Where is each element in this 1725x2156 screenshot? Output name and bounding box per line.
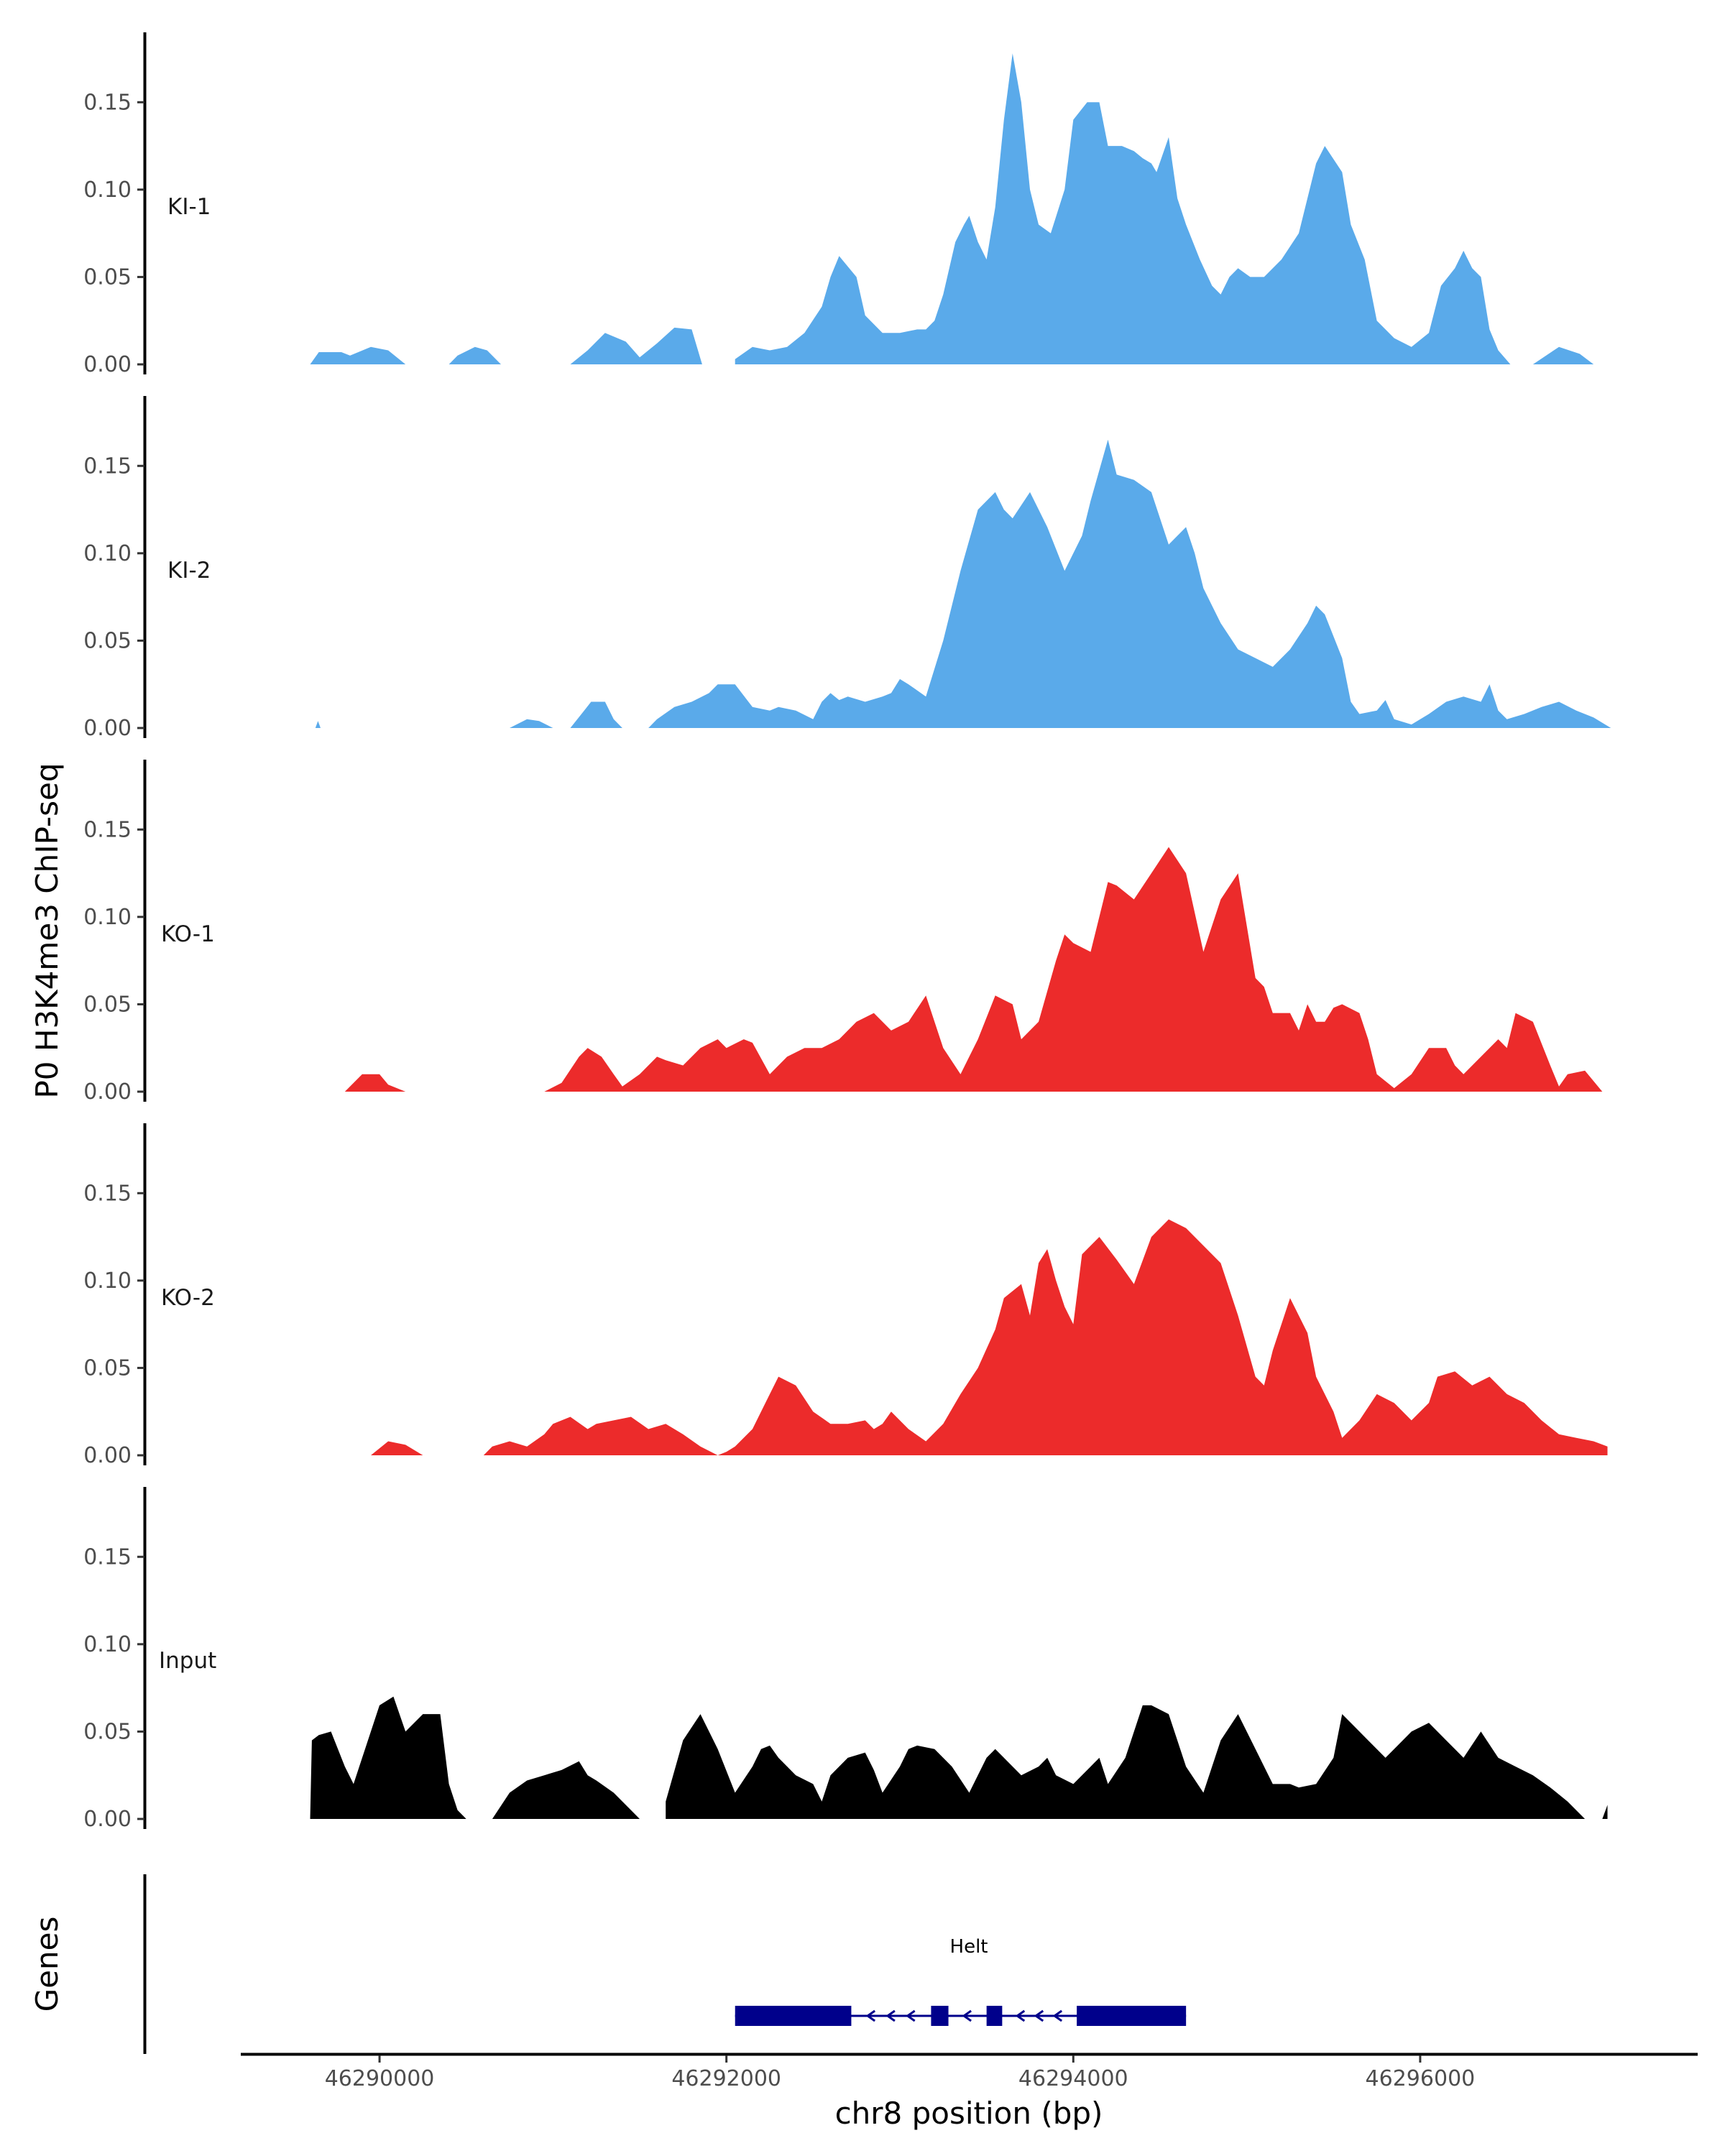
y-tick-label: 0.05 bbox=[83, 628, 132, 653]
coverage-area-ki-1 bbox=[448, 346, 501, 364]
coverage-area-input bbox=[310, 1696, 466, 1819]
gene-model bbox=[735, 2006, 1187, 2026]
coverage-area-ki-1 bbox=[310, 346, 406, 364]
coverage-area-ki-2 bbox=[510, 719, 553, 728]
coverage-area-input bbox=[492, 1761, 640, 1819]
track-panel-ko1: KO-1 0.00 0.05 0.10 0.15 bbox=[83, 760, 1603, 1105]
coverage-area-input bbox=[1602, 1805, 1608, 1819]
x-tick-label: 46290000 bbox=[325, 2066, 435, 2091]
coverage-area-ki-1 bbox=[570, 327, 702, 364]
y-tick-label: 0.00 bbox=[83, 1079, 132, 1105]
x-tick-label: 46296000 bbox=[1366, 2066, 1476, 2091]
y-tick-label: 0.15 bbox=[83, 90, 132, 115]
gene-exon bbox=[1077, 2006, 1187, 2026]
strand-arrow bbox=[865, 2009, 876, 2022]
track-label-ki1: KI-1 bbox=[167, 194, 211, 220]
x-axis: 46290000 46292000 46294000 46296000 bbox=[241, 2053, 1698, 2091]
gene-exon bbox=[986, 2006, 1003, 2026]
y-tick-label: 0.10 bbox=[83, 178, 132, 203]
y-tick-label: 0.05 bbox=[83, 1355, 132, 1381]
y-tick-label: 0.10 bbox=[83, 1268, 132, 1294]
y-tick-label: 0.05 bbox=[83, 264, 132, 290]
track-panel-ko2: KO-2 0.00 0.05 0.10 0.15 bbox=[83, 1123, 1608, 1468]
gene-exon bbox=[735, 2006, 852, 2026]
gene-label-helt: Helt bbox=[950, 1936, 988, 1958]
y-tick-label: 0.00 bbox=[83, 1443, 132, 1468]
strand-arrow bbox=[886, 2009, 896, 2022]
strand-arrow bbox=[1052, 2009, 1063, 2022]
coverage-area-input bbox=[666, 1705, 1586, 1819]
y-tick-label: 0.10 bbox=[83, 905, 132, 930]
y-tick-label: 0.05 bbox=[83, 992, 132, 1017]
y-tick-label: 0.15 bbox=[83, 1181, 132, 1206]
track-panel-input: Input 0.00 0.05 0.10 0.15 bbox=[83, 1487, 1608, 1832]
gene-exon bbox=[931, 2006, 949, 2026]
x-tick-label: 46292000 bbox=[671, 2066, 781, 2091]
coverage-area-ko-2 bbox=[371, 1441, 423, 1455]
y-tick-label: 0.00 bbox=[83, 352, 132, 377]
track-label-ko1: KO-1 bbox=[161, 921, 215, 947]
strand-arrow bbox=[1034, 2009, 1044, 2022]
y-axis-title: P0 H3K4me3 ChIP-seq bbox=[29, 763, 65, 1098]
track-panel-ki1: KI-1 0.00 0.05 0.10 0.15 bbox=[83, 32, 1594, 377]
y-tick-label: 0.15 bbox=[83, 453, 132, 479]
coverage-area-ki-1 bbox=[1532, 346, 1594, 364]
y-tick-label: 0.00 bbox=[83, 716, 132, 741]
y-tick-label: 0.15 bbox=[83, 1544, 132, 1570]
track-label-ko2: KO-2 bbox=[161, 1285, 215, 1311]
coverage-area-ki-2 bbox=[570, 701, 622, 728]
y-tick-label: 0.05 bbox=[83, 1719, 132, 1744]
track-label-ki2: KI-2 bbox=[167, 558, 211, 584]
coverage-area-ki-2 bbox=[315, 721, 321, 728]
genes-axis-title: Genes bbox=[29, 1917, 65, 2012]
y-tick-label: 0.15 bbox=[83, 817, 132, 842]
coverage-area-ko-1 bbox=[544, 847, 1603, 1092]
strand-arrow bbox=[962, 2009, 972, 2022]
track-label-input: Input bbox=[159, 1648, 216, 1674]
x-tick-label: 46294000 bbox=[1018, 2066, 1128, 2091]
y-tick-label: 0.00 bbox=[83, 1807, 132, 1832]
gene-panel: Helt bbox=[143, 1874, 1187, 2054]
x-axis-title: chr8 position (bp) bbox=[835, 2096, 1103, 2131]
strand-arrow bbox=[1015, 2009, 1026, 2022]
y-tick-label: 0.10 bbox=[83, 1632, 132, 1657]
coverage-area-ko-1 bbox=[344, 1074, 406, 1092]
y-tick-label: 0.10 bbox=[83, 541, 132, 566]
strand-arrow bbox=[906, 2009, 916, 2022]
coverage-area-ki-2 bbox=[648, 439, 1611, 728]
coverage-area-ko-2 bbox=[483, 1219, 1608, 1455]
track-panel-ki2: KI-2 0.00 0.05 0.10 0.15 bbox=[83, 396, 1611, 741]
coverage-area-ki-1 bbox=[735, 53, 1511, 364]
